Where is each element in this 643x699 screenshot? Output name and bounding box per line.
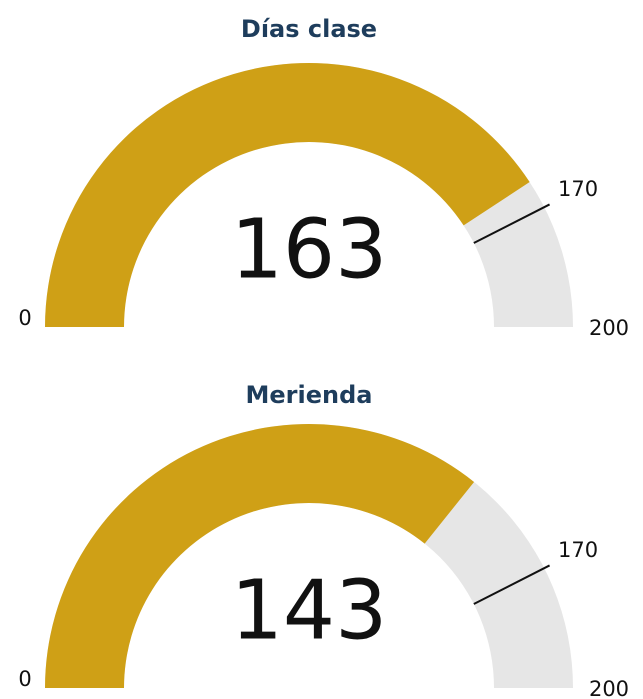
target-line <box>473 564 551 605</box>
gauge-value-arc <box>45 423 475 688</box>
tick-label: 200 <box>589 677 629 699</box>
gauge-value: 143 <box>231 563 388 658</box>
target-label: 170 <box>558 538 598 562</box>
tick-label: 0 <box>18 667 31 691</box>
gauge-value-arc <box>45 63 530 327</box>
gauge-title: Días clase <box>241 15 377 43</box>
target-label: 170 <box>558 177 598 201</box>
gauge-value: 163 <box>231 202 388 297</box>
tick-label: 0 <box>18 306 31 330</box>
gauge-title: Merienda <box>246 381 373 409</box>
tick-label: 200 <box>589 316 629 340</box>
target-line <box>473 203 551 244</box>
